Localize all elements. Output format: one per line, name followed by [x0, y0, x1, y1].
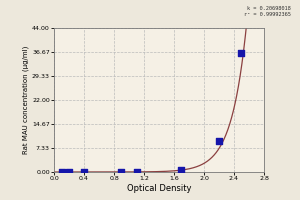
- Point: [134, 170, 139, 173]
- Point: [82, 170, 86, 174]
- Point: [179, 169, 184, 172]
- Point: [119, 170, 124, 174]
- Point: [59, 170, 64, 174]
- Point: [217, 139, 221, 143]
- Y-axis label: Rat MAU concentration (μg/ml): Rat MAU concentration (μg/ml): [22, 46, 29, 154]
- Text: k = 0.20698018
r² = 0.99992365: k = 0.20698018 r² = 0.99992365: [244, 6, 291, 17]
- X-axis label: Optical Density: Optical Density: [127, 184, 191, 193]
- Point: [239, 51, 244, 54]
- Point: [67, 170, 71, 174]
